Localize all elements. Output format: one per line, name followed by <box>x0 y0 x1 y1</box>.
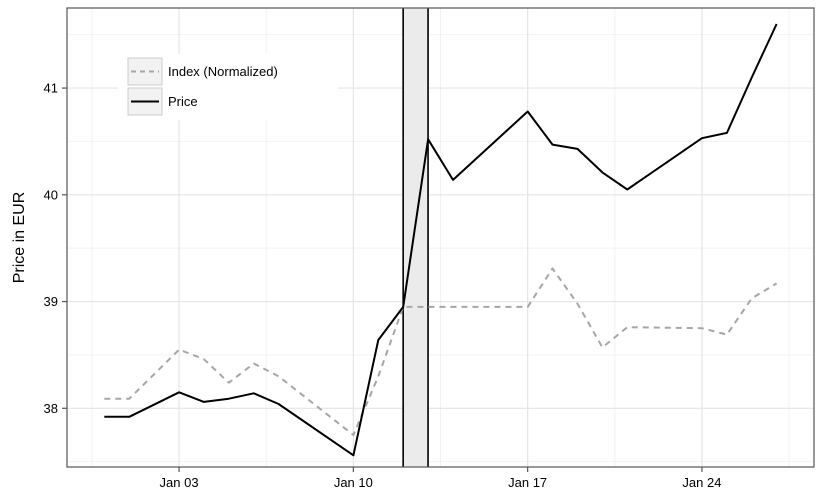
y-tick-label: 39 <box>44 294 58 309</box>
data-point-price <box>751 77 753 79</box>
y-tick-label: 41 <box>44 81 58 96</box>
data-point-price <box>128 416 130 418</box>
data-point-price <box>228 398 230 400</box>
highlight-band <box>403 8 429 467</box>
data-point-index-normalized <box>701 327 703 329</box>
x-tick-label: Jan 24 <box>682 475 721 490</box>
data-point-price <box>701 137 703 139</box>
data-point-index-normalized <box>377 375 379 377</box>
data-point-index-normalized <box>278 375 280 377</box>
series-line-index-normalized <box>104 267 778 436</box>
data-point-price <box>527 111 529 113</box>
y-axis-title: Price in EUR <box>11 192 28 284</box>
data-point-index-normalized <box>128 398 130 400</box>
data-point-index-normalized <box>104 398 106 400</box>
y-tick-label: 40 <box>44 187 58 202</box>
plot-border <box>66 7 815 468</box>
x-tick-label: Jan 17 <box>508 475 547 490</box>
data-point-index-normalized <box>776 283 778 285</box>
data-point-index-normalized <box>452 306 454 308</box>
series-layer <box>104 23 778 457</box>
data-point-price <box>577 148 579 150</box>
highlight-band-layer <box>402 8 429 467</box>
data-point-index-normalized <box>253 363 255 365</box>
data-point-price <box>353 454 355 456</box>
data-point-index-normalized <box>577 303 579 305</box>
data-point-price <box>602 172 604 174</box>
data-point-price <box>626 189 628 191</box>
data-point-index-normalized <box>552 268 554 270</box>
data-point-price <box>776 23 778 25</box>
data-point-price <box>402 306 404 308</box>
data-point-price <box>203 401 205 403</box>
data-point-price <box>377 339 379 341</box>
data-point-index-normalized <box>751 298 753 300</box>
data-point-index-normalized <box>427 306 429 308</box>
data-point-index-normalized <box>353 434 355 436</box>
data-point-price <box>726 132 728 134</box>
data-point-index-normalized <box>228 382 230 384</box>
x-tick-label: Jan 03 <box>160 475 199 490</box>
legend-label-index: Index (Normalized) <box>168 64 278 79</box>
series-line-price <box>104 23 778 457</box>
data-point-price <box>427 138 429 140</box>
data-point-price <box>452 179 454 181</box>
data-point-price <box>178 391 180 393</box>
y-tick-label: 38 <box>44 401 58 416</box>
data-point-index-normalized <box>602 347 604 349</box>
data-point-index-normalized <box>726 334 728 336</box>
x-tick-label: Jan 10 <box>334 475 373 490</box>
data-point-index-normalized <box>178 349 180 351</box>
data-point-price <box>253 393 255 395</box>
axis-layer: Jan 03 Jan 10 Jan 17 Jan 24 38 39 40 41 <box>44 81 722 490</box>
data-point-index-normalized <box>203 358 205 360</box>
data-point-index-normalized <box>527 306 529 308</box>
data-point-index-normalized <box>626 326 628 328</box>
legend: Index (Normalized) Price <box>118 54 338 120</box>
grid-layer <box>67 8 814 467</box>
data-point-price <box>278 403 280 405</box>
data-point-price <box>104 416 106 418</box>
data-point-price <box>552 144 554 146</box>
legend-label-price: Price <box>168 94 198 109</box>
